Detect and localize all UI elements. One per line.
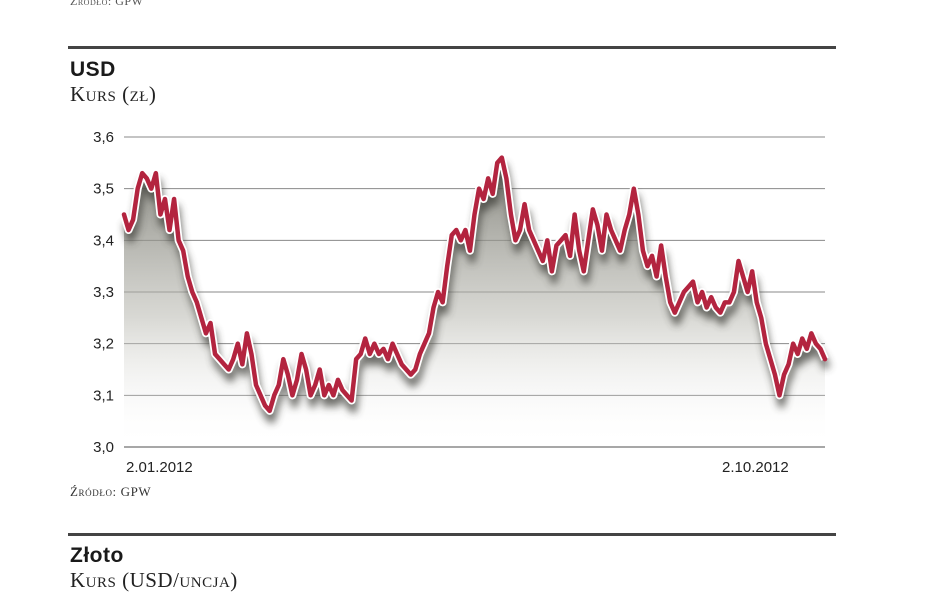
- usd-chart-subtitle: Kurs (zł): [70, 82, 157, 106]
- usd-line-chart: 3,0 3,1 3,2 3,3 3,4 3,5 3,6 2.01.2012 2.10.201…: [93, 129, 831, 476]
- x-axis-labels: 2.01.2012 2.10.2012: [126, 459, 789, 476]
- series-line-layer: [120, 153, 829, 415]
- usd-chart-title: USD: [70, 58, 116, 81]
- usd-source-note: Źródło: GPW: [70, 484, 152, 499]
- y-tick-label: 3,0: [93, 439, 114, 456]
- usd-top-rule: [68, 46, 836, 49]
- y-tick-label: 3,5: [93, 181, 114, 198]
- x-label-start: 2.01.2012: [126, 459, 193, 476]
- series-line: [121, 155, 828, 414]
- y-tick-label: 3,3: [93, 284, 114, 301]
- top-source-note: Źródło: GPW: [70, 0, 144, 8]
- x-label-end: 2.10.2012: [722, 459, 789, 476]
- y-tick-label: 3,4: [93, 232, 114, 249]
- gold-chart-subtitle: Kurs (USD/uncja): [70, 568, 238, 592]
- y-tick-label: 3,6: [93, 129, 114, 146]
- y-tick-labels: 3,0 3,1 3,2 3,3 3,4 3,5 3,6: [93, 129, 114, 456]
- y-tick-label: 3,1: [93, 387, 114, 404]
- gold-chart-title: Złoto: [70, 544, 124, 567]
- gold-top-rule: [68, 533, 836, 536]
- y-tick-label: 3,2: [93, 336, 114, 353]
